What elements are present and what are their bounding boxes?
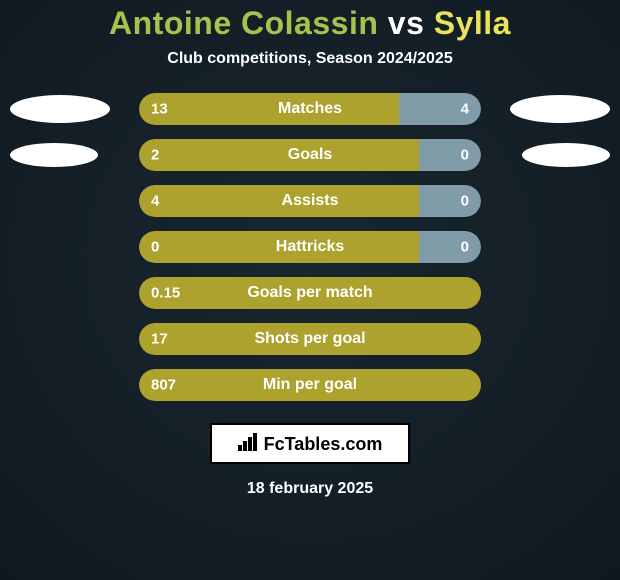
comparison-title: Antoine Colassin vs Sylla [109, 5, 511, 42]
stat-row: 2 0 Goals [0, 139, 620, 171]
stat-row: 0.15 Goals per match [0, 277, 620, 309]
bar-left-segment [139, 185, 419, 217]
stat-value-right: 4 [461, 101, 469, 118]
stat-row: 807 Min per goal [0, 369, 620, 401]
bar-right-segment [419, 231, 481, 263]
team-ellipse-right [522, 143, 610, 167]
bars-icon [238, 433, 260, 456]
stat-bar: 0 0 Hattricks [139, 231, 481, 263]
stat-label: Shots per goal [254, 330, 365, 348]
team-ellipse-left [10, 95, 110, 123]
stat-value-left: 0.15 [151, 285, 180, 302]
stat-bar: 0.15 Goals per match [139, 277, 481, 309]
stat-bar: 13 4 Matches [139, 93, 481, 125]
player2-name: Sylla [434, 5, 511, 41]
bar-left-segment [139, 93, 399, 125]
stat-bar: 4 0 Assists [139, 185, 481, 217]
stat-bar: 17 Shots per goal [139, 323, 481, 355]
stat-label: Goals per match [247, 284, 372, 302]
stat-label: Goals [288, 146, 332, 164]
vs-label: vs [388, 5, 425, 41]
bar-left-segment [139, 139, 419, 171]
stat-row: 0 0 Hattricks [0, 231, 620, 263]
stat-label: Matches [278, 100, 342, 118]
badge-text: FcTables.com [264, 434, 383, 455]
bar-right-segment [419, 185, 481, 217]
stat-label: Assists [282, 192, 339, 210]
stat-row: 13 4 Matches [0, 93, 620, 125]
bar-right-segment [419, 139, 481, 171]
subtitle: Club competitions, Season 2024/2025 [167, 50, 452, 68]
player1-name: Antoine Colassin [109, 5, 378, 41]
stat-value-right: 0 [461, 147, 469, 164]
source-badge: FcTables.com [210, 423, 411, 464]
stat-bar: 807 Min per goal [139, 369, 481, 401]
team-ellipse-left [10, 143, 98, 167]
stat-label: Hattricks [276, 238, 344, 256]
stat-value-right: 0 [461, 193, 469, 210]
stat-label: Min per goal [263, 376, 357, 394]
date-label: 18 february 2025 [247, 480, 373, 498]
team-ellipse-right [510, 95, 610, 123]
stat-row: 17 Shots per goal [0, 323, 620, 355]
stat-value-left: 807 [151, 377, 176, 394]
stats-container: 13 4 Matches 2 0 Goals 4 0 Assists 0 0 Hattricks 0.1… [0, 93, 620, 401]
stat-value-left: 4 [151, 193, 159, 210]
stat-value-left: 2 [151, 147, 159, 164]
stat-value-left: 17 [151, 331, 168, 348]
stat-value-right: 0 [461, 239, 469, 256]
stat-value-left: 0 [151, 239, 159, 256]
stat-row: 4 0 Assists [0, 185, 620, 217]
stat-bar: 2 0 Goals [139, 139, 481, 171]
stat-value-left: 13 [151, 101, 168, 118]
